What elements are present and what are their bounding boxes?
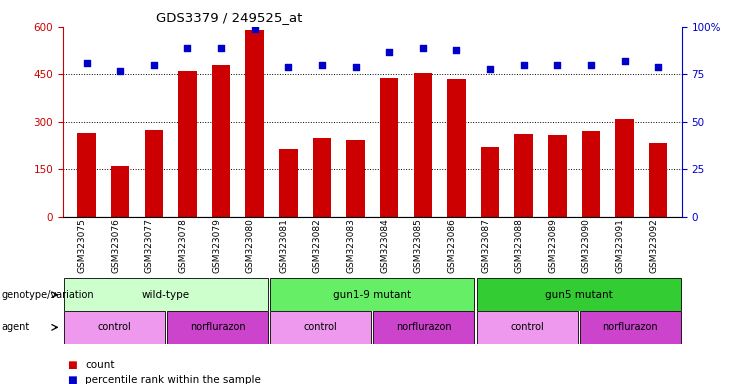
Point — [484, 66, 496, 72]
Bar — [481, 147, 499, 217]
Bar — [279, 149, 298, 217]
Bar — [270, 278, 474, 311]
Text: GSM323089: GSM323089 — [548, 218, 557, 273]
Text: GSM323092: GSM323092 — [649, 218, 658, 273]
Text: GSM323078: GSM323078 — [179, 218, 187, 273]
Bar — [373, 311, 474, 344]
Point — [249, 26, 261, 32]
Text: gun5 mutant: gun5 mutant — [545, 290, 613, 300]
Bar — [111, 166, 130, 217]
Text: GSM323080: GSM323080 — [246, 218, 255, 273]
Bar — [245, 30, 264, 217]
Point — [81, 60, 93, 66]
Text: ■: ■ — [67, 375, 76, 384]
Point — [215, 45, 227, 51]
Text: GSM323086: GSM323086 — [448, 218, 456, 273]
Text: GSM323075: GSM323075 — [78, 218, 87, 273]
Bar — [579, 311, 681, 344]
Point — [350, 64, 362, 70]
Text: percentile rank within the sample: percentile rank within the sample — [85, 375, 261, 384]
Text: GDS3379 / 249525_at: GDS3379 / 249525_at — [156, 11, 302, 24]
Text: ■: ■ — [67, 360, 76, 370]
Bar — [77, 133, 96, 217]
Bar — [548, 135, 567, 217]
Point — [417, 45, 429, 51]
Text: GSM323082: GSM323082 — [313, 218, 322, 273]
Point — [316, 62, 328, 68]
Text: control: control — [304, 322, 338, 333]
Text: GSM323081: GSM323081 — [279, 218, 288, 273]
Point — [451, 46, 462, 53]
Text: control: control — [510, 322, 544, 333]
Bar — [413, 73, 432, 217]
Bar — [346, 140, 365, 217]
Text: control: control — [98, 322, 131, 333]
Text: genotype/variation: genotype/variation — [1, 290, 94, 300]
Point — [619, 58, 631, 64]
Bar — [212, 65, 230, 217]
Text: GSM323076: GSM323076 — [111, 218, 120, 273]
Point — [518, 62, 530, 68]
Text: GSM323079: GSM323079 — [212, 218, 221, 273]
Text: GSM323083: GSM323083 — [347, 218, 356, 273]
Bar — [649, 144, 668, 217]
Bar — [380, 78, 399, 217]
Bar — [447, 78, 465, 217]
Bar — [582, 131, 600, 217]
Bar — [476, 311, 577, 344]
Text: GSM323091: GSM323091 — [616, 218, 625, 273]
Point — [282, 64, 294, 70]
Bar — [313, 138, 331, 217]
Text: gun1-9 mutant: gun1-9 mutant — [333, 290, 411, 300]
Point — [585, 62, 597, 68]
Text: agent: agent — [1, 322, 30, 333]
Point — [114, 68, 126, 74]
Text: norflurazon: norflurazon — [190, 322, 245, 333]
Point — [383, 48, 395, 55]
Text: wild-type: wild-type — [142, 290, 190, 300]
Text: GSM323077: GSM323077 — [144, 218, 154, 273]
Bar — [64, 278, 268, 311]
Text: GSM323085: GSM323085 — [413, 218, 423, 273]
Text: norflurazon: norflurazon — [396, 322, 452, 333]
Bar — [64, 311, 165, 344]
Point — [182, 45, 193, 51]
Bar — [270, 311, 371, 344]
Text: GSM323090: GSM323090 — [582, 218, 591, 273]
Text: GSM323084: GSM323084 — [380, 218, 389, 273]
Text: GSM323087: GSM323087 — [481, 218, 490, 273]
Bar — [178, 71, 196, 217]
Bar — [615, 119, 634, 217]
Text: GSM323088: GSM323088 — [515, 218, 524, 273]
Text: norflurazon: norflurazon — [602, 322, 658, 333]
Point — [551, 62, 563, 68]
Point — [148, 62, 160, 68]
Bar — [514, 134, 533, 217]
Text: count: count — [85, 360, 115, 370]
Bar — [167, 311, 268, 344]
Bar — [476, 278, 681, 311]
Bar — [144, 130, 163, 217]
Point — [652, 64, 664, 70]
